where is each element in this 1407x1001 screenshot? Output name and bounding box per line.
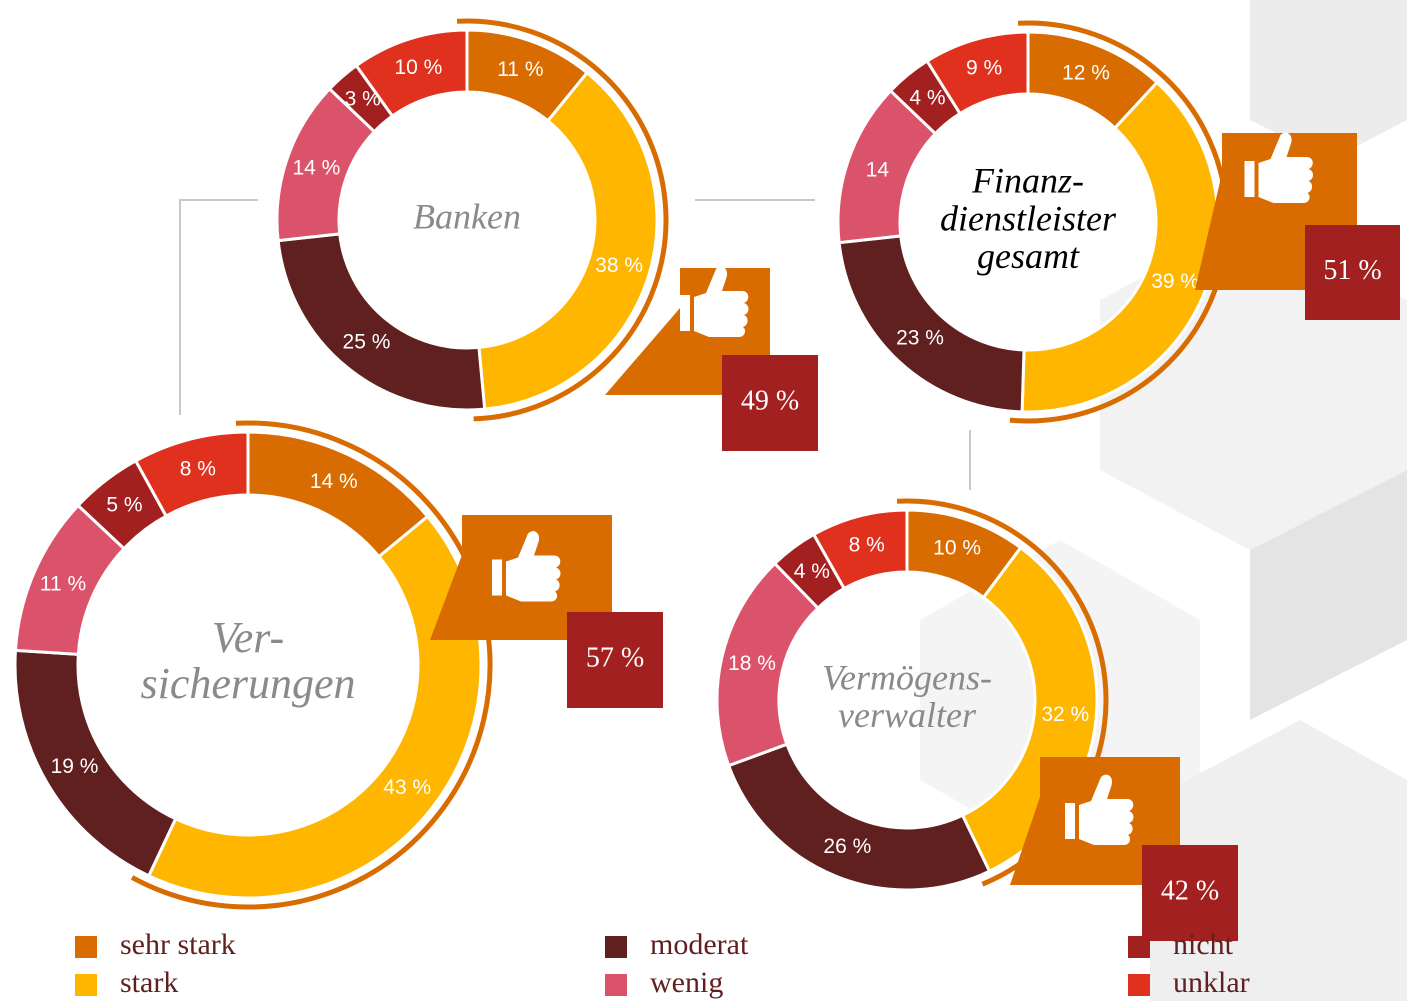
segment-label: 39 % [1151,270,1199,293]
segment-label: 10 % [394,56,442,79]
donut-title: Vermögens- [822,657,992,697]
segment-label: 25 % [343,331,391,354]
segment-label: 3 % [345,88,381,111]
callout-label: 51 % [1323,255,1381,286]
legend-label: unklar [1173,966,1250,999]
infographic: 11 % 38 % 25 % 14 % 3 % 10 % Banken 49 % 12 % 39 … [0,0,1407,1001]
segment-label: 26 % [823,835,871,858]
legend-swatch [605,974,627,996]
donut-segment [278,234,485,410]
legend-label: wenig [650,966,723,999]
legend-swatch [75,974,97,996]
segment-label: 14 % [310,470,358,493]
donut-title: sicherungen [140,659,355,708]
segment-label: 14 [866,159,890,182]
donut-title: verwalter [838,695,977,735]
segment-label: 43 % [383,776,431,799]
segment-label: 5 % [106,493,142,516]
segment-label: 18 % [728,652,776,675]
donut-title: Banken [413,196,521,236]
segment-label: 10 % [933,537,981,560]
legend-label: sehr stark [120,928,236,961]
legend-swatch [1128,974,1150,996]
legend-label: moderat [650,928,749,961]
legend-swatch [1128,936,1150,958]
donut-title: Finanz- [971,160,1084,200]
segment-label: 14 % [292,157,340,180]
legend-swatch [605,936,627,958]
segment-label: 23 % [896,326,944,349]
segment-label: 19 % [51,755,99,778]
segment-label: 38 % [595,254,643,277]
segment-label: 4 % [794,560,830,583]
legend-label: stark [120,966,178,999]
donut-segment [479,73,657,409]
donut-chart: 11 % 38 % 25 % 14 % 3 % 10 % Banken 49 % [277,21,818,451]
segment-label: 4 % [909,86,945,109]
donut-title: gesamt [977,236,1080,276]
legend-swatch [75,936,97,958]
callout-label: 57 % [586,642,644,673]
segment-label: 8 % [180,457,216,480]
segment-label: 11 % [40,573,86,596]
segment-label: 8 % [849,534,885,557]
legend-label: nicht [1173,928,1234,961]
segment-label: 32 % [1041,703,1089,726]
segment-label: 11 % [497,58,543,81]
callout-label: 42 % [1161,875,1219,906]
callout-label: 49 % [741,385,799,416]
donut-title: Ver- [212,613,284,662]
segment-label: 12 % [1062,61,1110,84]
donut-title: dienstleister [940,198,1117,238]
segment-label: 9 % [966,57,1002,80]
donut-chart: 14 % 43 % 19 % 11 % 5 % 8 % Ver-sicherungen 57 … [15,423,663,907]
